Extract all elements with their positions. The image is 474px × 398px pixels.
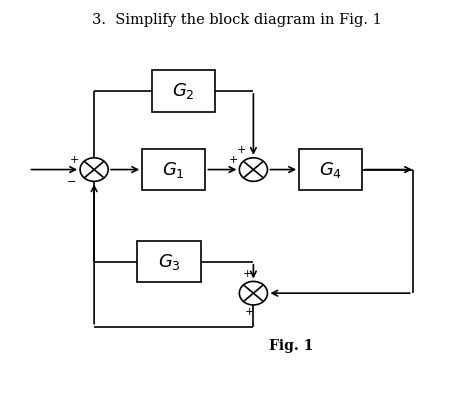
Text: Fig. 1: Fig. 1 <box>269 339 313 353</box>
Bar <box>152 70 215 112</box>
Text: +: + <box>243 269 253 279</box>
Text: $-$: $-$ <box>66 176 76 185</box>
Circle shape <box>80 158 108 181</box>
Text: +: + <box>229 155 238 165</box>
Text: +: + <box>70 155 79 165</box>
Text: +: + <box>245 307 254 317</box>
Text: 3.  Simplify the block diagram in Fig. 1: 3. Simplify the block diagram in Fig. 1 <box>92 13 382 27</box>
Text: $G_3$: $G_3$ <box>158 252 181 272</box>
Text: $G_1$: $G_1$ <box>163 160 185 179</box>
Text: +: + <box>237 144 246 155</box>
Bar <box>137 241 201 283</box>
Bar <box>299 149 362 190</box>
Text: $G_4$: $G_4$ <box>319 160 342 179</box>
Text: $G_2$: $G_2$ <box>172 81 194 101</box>
Circle shape <box>239 158 267 181</box>
Bar <box>142 149 205 190</box>
Circle shape <box>239 281 267 305</box>
